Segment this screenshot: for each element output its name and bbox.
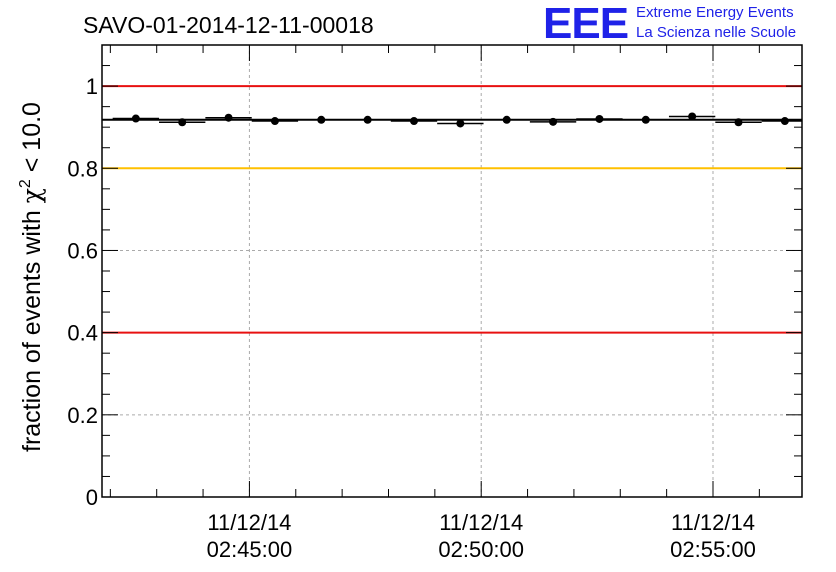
- y-tick-label: 0.2: [67, 403, 98, 428]
- y-tick-label: 0.4: [67, 321, 98, 346]
- y-axis-label: fraction of events with χ2 < 10.0: [17, 102, 46, 452]
- chart-title: SAVO-01-2014-12-11-00018: [83, 12, 374, 38]
- plot-border: [101, 44, 803, 498]
- eee-logo: EEE: [543, 0, 629, 48]
- data-point: [502, 115, 511, 124]
- logo-line-2: La Scienza nelle Scuole: [636, 24, 797, 41]
- y-tick-label: 0: [86, 485, 98, 510]
- data-point: [363, 115, 372, 124]
- x-tick-date: 11/12/14: [439, 510, 523, 535]
- plot-frame: [101, 44, 803, 498]
- data-point: [734, 118, 743, 127]
- x-tick-date: 11/12/14: [671, 510, 755, 535]
- data-point: [780, 117, 789, 126]
- y-tick-label: 1: [86, 74, 98, 99]
- data-point: [549, 117, 558, 126]
- y-axis-label-tail: < 10.0: [18, 102, 46, 179]
- y-axis-label-sup: 2: [17, 179, 34, 188]
- data-point: [317, 115, 326, 124]
- data-point: [409, 117, 418, 126]
- x-tick-time: 02:50:00: [438, 537, 524, 562]
- data-point: [456, 119, 465, 128]
- y-tick-label: 0.6: [67, 238, 98, 263]
- x-tick-time: 02:45:00: [207, 537, 293, 562]
- y-tick-label: 0.8: [67, 156, 98, 181]
- data-point: [688, 112, 697, 121]
- y-axis-label-chi: χ: [17, 188, 46, 203]
- x-axis: 11/12/1402:45:0011/12/1402:50:0011/12/14…: [109, 45, 760, 562]
- x-tick-date: 11/12/14: [207, 510, 291, 535]
- data-point: [270, 117, 279, 126]
- data-point: [131, 114, 140, 123]
- data-point: [224, 113, 233, 122]
- logo-line-1: Extreme Energy Events: [636, 4, 794, 21]
- y-axis-label-main: fraction of events with: [18, 203, 46, 452]
- data-point: [641, 115, 650, 124]
- y-axis: 0 0.2 0.4 0.6 0.8 1: [67, 44, 802, 510]
- grid: [102, 45, 802, 498]
- reference-lines: [102, 85, 802, 334]
- data-point: [178, 118, 187, 127]
- x-tick-time: 02:55:00: [670, 537, 756, 562]
- data-points: [112, 112, 802, 128]
- data-point: [595, 114, 604, 123]
